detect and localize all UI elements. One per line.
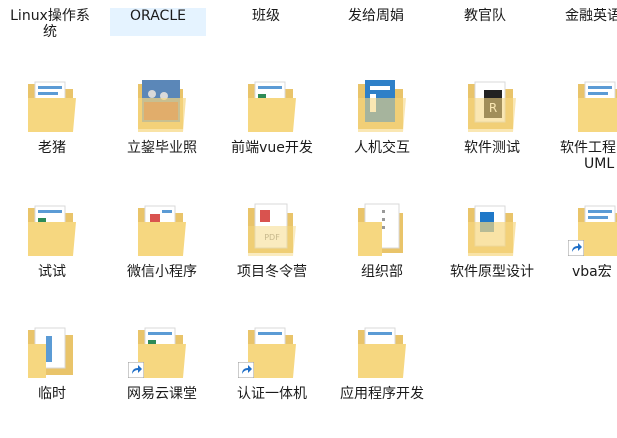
folder-label: 临时 bbox=[38, 386, 66, 402]
folder-docs-icon bbox=[248, 327, 296, 378]
folder-label: 立鋆毕业照 bbox=[127, 140, 197, 156]
folder-label: 人机交互 bbox=[354, 140, 410, 156]
folder-item[interactable]: 班级 bbox=[218, 8, 314, 36]
folder-pdf-icon: PDF bbox=[248, 203, 296, 256]
folder-docs-icon bbox=[138, 327, 186, 378]
folder-photo-icon bbox=[138, 80, 186, 132]
folder-item[interactable]: 软件原型设计 bbox=[440, 200, 544, 316]
folder-item[interactable]: 发给周娟 bbox=[328, 8, 424, 36]
folder-label: 教官队 bbox=[464, 8, 506, 24]
folder-docs-icon bbox=[358, 203, 403, 256]
folder-label: 老猪 bbox=[38, 140, 66, 156]
folder-item[interactable]: 教官队 bbox=[437, 8, 533, 36]
folder-label: Linux操作系 bbox=[10, 8, 90, 24]
folder-docs-icon bbox=[358, 327, 406, 378]
folder-label: 网易云课堂 bbox=[127, 386, 197, 402]
folder-docs-icon bbox=[248, 81, 296, 132]
folder-docs-icon bbox=[28, 205, 76, 256]
folder-label: 金融英语 bbox=[565, 8, 617, 24]
folder-label-line2: UML bbox=[584, 156, 615, 172]
folder-item[interactable]: 立鋆毕业照 bbox=[110, 76, 214, 192]
folder-label: 试试 bbox=[38, 264, 66, 280]
folder-item[interactable]: Linux操作系 统 bbox=[2, 8, 98, 40]
folder-item-selected[interactable]: ORACLE bbox=[110, 8, 206, 36]
folder-label: 微信小程序 bbox=[127, 264, 197, 280]
folder-item[interactable]: R 软件测试 bbox=[440, 76, 544, 192]
folder-label: 班级 bbox=[252, 8, 280, 24]
folder-docs-icon bbox=[578, 81, 617, 132]
folder-item[interactable]: 老猪 bbox=[0, 76, 104, 192]
folder-item[interactable]: 临时 bbox=[0, 322, 104, 438]
folder-label-line2: 统 bbox=[43, 24, 57, 40]
folder-item[interactable]: vba宏 bbox=[550, 200, 617, 316]
folder-item[interactable]: 组织部 bbox=[330, 200, 434, 316]
folder-docs-icon bbox=[28, 327, 73, 378]
shortcut-arrow-icon bbox=[128, 362, 144, 378]
folder-label: 应用程序开发 bbox=[340, 386, 424, 402]
folder-item[interactable]: 人机交互 bbox=[330, 76, 434, 192]
folder-blue-doc-icon bbox=[468, 205, 516, 256]
folder-item[interactable]: 前端vue开发 bbox=[220, 76, 324, 192]
folder-item[interactable]: 金融英语 bbox=[547, 8, 617, 36]
folder-item[interactable]: 应用程序开发 bbox=[330, 322, 434, 438]
folder-label: 软件测试 bbox=[464, 140, 520, 156]
folder-label: 认证一体机 bbox=[237, 386, 307, 402]
shortcut-arrow-icon bbox=[238, 362, 254, 378]
folder-label: 前端vue开发 bbox=[231, 140, 313, 156]
folder-label: 软件原型设计 bbox=[450, 264, 534, 280]
folder-label: 项目冬令营 bbox=[237, 264, 307, 280]
top-row: Linux操作系 统 ORACLE 班级 发给周娟 教官队 金融英语 bbox=[0, 0, 617, 56]
folder-label: 组织部 bbox=[361, 264, 403, 280]
folder-red-doc-icon bbox=[138, 205, 186, 256]
folder-label: ORACLE bbox=[130, 8, 186, 24]
folder-r-icon: R bbox=[468, 81, 516, 132]
folder-item[interactable]: 试试 bbox=[0, 200, 104, 316]
folder-blue-doc-icon bbox=[358, 80, 406, 132]
folder-item[interactable]: 软件工程 UML bbox=[550, 76, 617, 192]
folder-item[interactable]: 认证一体机 bbox=[220, 322, 324, 438]
folder-docs-icon bbox=[28, 81, 76, 132]
folder-item[interactable]: PDF 项目冬令营 bbox=[220, 200, 324, 316]
shortcut-arrow-icon bbox=[568, 240, 584, 256]
folder-docs-icon bbox=[578, 205, 617, 256]
folder-label: vba宏 bbox=[572, 264, 612, 280]
folder-label-line1: 软件工程 bbox=[560, 140, 616, 156]
folder-label: 软件工程 UML bbox=[556, 140, 617, 172]
folder-item[interactable]: 网易云课堂 bbox=[110, 322, 214, 438]
folder-item[interactable]: 微信小程序 bbox=[110, 200, 214, 316]
folder-label: 发给周娟 bbox=[348, 8, 404, 24]
